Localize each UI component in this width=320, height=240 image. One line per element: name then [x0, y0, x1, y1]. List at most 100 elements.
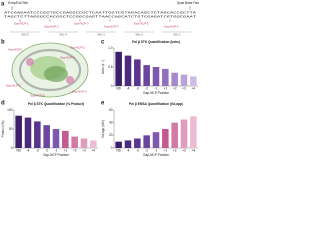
x-axis-label: Gap-NCP Position [43, 153, 69, 157]
shl-label: SHL-3 [97, 33, 105, 37]
x-tick-label: +2 [73, 148, 77, 152]
x-tick-label: +1 [64, 148, 68, 152]
bar [43, 125, 50, 148]
bar [124, 140, 132, 148]
shl-label: SHL-5 [21, 33, 29, 37]
y-tick-label: 50 [9, 127, 13, 131]
x-tick-label: -2 [45, 148, 48, 152]
x-tick-label: -3 [136, 86, 139, 90]
panel-label: e [101, 101, 105, 107]
x-tick-label: +2 [173, 86, 177, 90]
entry-label: Entry/Exit Site [8, 1, 28, 5]
chart-title: Pol β STK Quantification (kobs) [132, 40, 180, 44]
x-tick-label: +4 [92, 148, 96, 152]
gap-label: Gap-NCP-3 [74, 22, 89, 26]
bar [80, 138, 88, 148]
bar [15, 115, 22, 148]
x-tick-label: -1 [55, 148, 58, 152]
shl-label: SHL-2 [135, 33, 143, 37]
bar [180, 74, 188, 86]
sequence-top: ATCGAGAATCCCGGTGCCGAGGCCGCTCAATTGGTCGTAG… [4, 12, 197, 15]
y-tick-label: 40 [109, 121, 113, 125]
shl-label: SHL-4 [59, 33, 67, 37]
sequence-bottom: TAGCTCTTAGGGCCACGGCTCCGGCGAGTTAACCAGCATC… [4, 16, 197, 19]
bar [162, 129, 169, 148]
panel-label: d [1, 101, 5, 107]
bar [52, 129, 60, 148]
bar [143, 65, 150, 86]
y-tick-label: 0 [111, 84, 113, 88]
x-axis-label: Gap-NCP Position [143, 91, 169, 95]
x-tick-label: +1 [164, 86, 168, 90]
y-tick-label: 1.0 [108, 46, 113, 50]
bar [190, 116, 197, 148]
x-tick-label: +1 [164, 148, 168, 152]
gap-labels: Gap-NCP-1 Gap-NCP-2 Gap-NCP-3 Gap-NCP-4 Gap-… [10, 19, 192, 37]
x-tick-label: -2 [145, 148, 148, 152]
x-tick-label: ND [116, 86, 121, 90]
chart-title: Pol β EMSA Quantification (Kd,app) [129, 102, 183, 106]
x-tick-label: +4 [192, 148, 196, 152]
bar [143, 135, 150, 148]
bar [162, 68, 169, 86]
bar [190, 76, 197, 86]
x-tick-label: -4 [127, 148, 130, 152]
x-tick-label: -1 [155, 148, 158, 152]
x-axis-label: Gap-NCP Position [143, 153, 169, 157]
y-tick-label: 60 [109, 108, 113, 112]
y-axis-label: Kd,app (nM) [101, 120, 105, 138]
nucleosome-structure [11, 42, 89, 98]
structure-label: Gap-NCP-2 [70, 46, 85, 50]
bar [62, 130, 69, 148]
structure-label: Gap-NCP-5 [30, 94, 45, 98]
bar [134, 138, 141, 148]
x-tick-label: ND [116, 148, 121, 152]
structure-labels: Gap-NCP-1 Gap-NCP-2 Gap-NCP-3 Gap-NCP-4 Gap-… [6, 46, 87, 98]
x-tick-label: ND [16, 148, 21, 152]
structure-label: Gap-NCP-3 [6, 84, 21, 88]
bar [152, 67, 160, 86]
bar [124, 55, 132, 86]
gap-label: Gap-NCP-2 [44, 25, 59, 29]
gap-label: Gap-NCP-6 [164, 25, 179, 29]
x-tick-label: -4 [127, 86, 130, 90]
x-tick-label: +3 [182, 86, 186, 90]
y-axis-label: Product (%) [1, 121, 5, 138]
panel-label: c [101, 40, 105, 46]
y-tick-label: 0 [111, 146, 113, 150]
x-tick-label: -3 [136, 148, 139, 152]
gap-label: Gap-NCP-1 [14, 22, 29, 26]
structure-label: Gap-NCP-6 [60, 56, 75, 60]
dyad-label: Dyad Base Pair [177, 1, 200, 5]
bar [90, 140, 97, 148]
x-tick-label: +3 [82, 148, 86, 152]
bar [115, 51, 122, 86]
panel-label: a [1, 2, 5, 8]
bar [152, 132, 160, 148]
panel-label: b [1, 40, 5, 46]
bar [180, 119, 188, 148]
y-axis-label: kobs (s⁻¹) [101, 60, 105, 74]
bar [134, 59, 141, 86]
x-tick-label: -1 [155, 86, 158, 90]
bar [171, 72, 178, 86]
bar [24, 117, 32, 148]
y-tick-label: 100 [7, 108, 13, 112]
structure-label: Gap-NCP-4 [72, 90, 87, 94]
y-tick-label: 0 [11, 146, 13, 150]
x-tick-label: -4 [27, 148, 30, 152]
gap-label: Gap-NCP-5 [134, 22, 149, 26]
x-tick-label: +4 [192, 86, 196, 90]
x-tick-label: +3 [182, 148, 186, 152]
gap-label: Gap-NCP-4 [104, 25, 119, 29]
chart-title: Pol β STK Quantification (% Product) [28, 102, 84, 106]
y-tick-label: 20 [109, 133, 113, 137]
bar [115, 141, 122, 148]
shl-label: SHL-1 [173, 33, 181, 37]
bar [34, 121, 41, 148]
bar [171, 122, 178, 148]
x-tick-label: -2 [145, 86, 148, 90]
x-tick-label: +2 [173, 148, 177, 152]
y-tick-label: 0.5 [108, 65, 113, 69]
bar [71, 136, 78, 148]
